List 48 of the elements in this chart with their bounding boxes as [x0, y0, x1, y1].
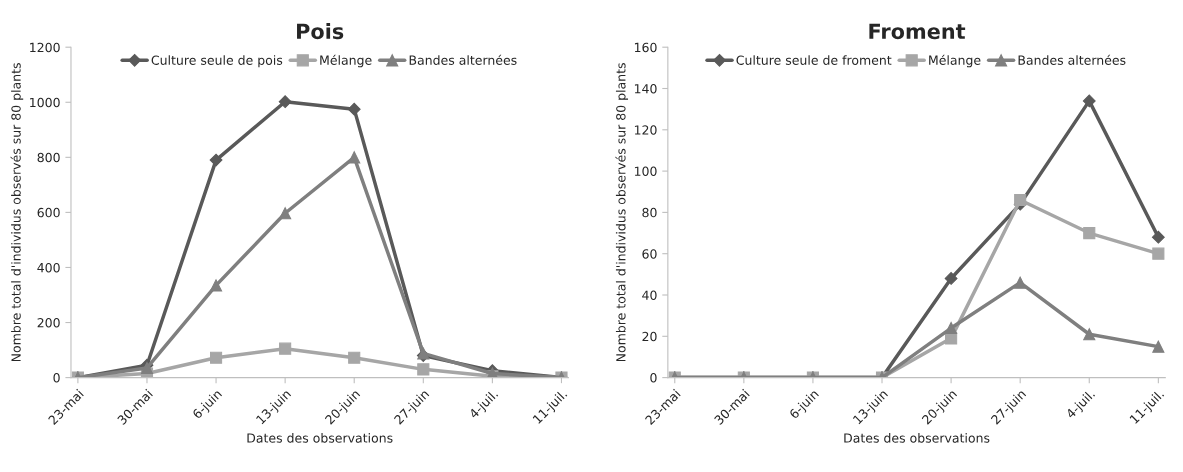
point — [209, 279, 223, 292]
x-axis-title: Dates des observations — [247, 433, 393, 443]
point — [348, 151, 361, 164]
point — [1082, 94, 1096, 108]
point — [1083, 226, 1096, 240]
point — [348, 351, 361, 364]
y-tick-label: 1000 — [30, 97, 60, 108]
point — [279, 342, 292, 355]
point — [944, 272, 958, 285]
y-tick-label: 20 — [642, 331, 657, 342]
legend-label: Culture seule de pois — [151, 55, 283, 68]
y-tick-label: 1200 — [30, 42, 60, 53]
point — [347, 102, 361, 116]
point — [1014, 276, 1027, 289]
y-tick-label: 160 — [634, 42, 657, 53]
y-tick-label: 120 — [634, 125, 657, 135]
y-tick-label: 80 — [642, 207, 657, 218]
y-tick-label: 400 — [37, 262, 60, 273]
point — [945, 321, 958, 335]
y-tick-label: 0 — [53, 373, 60, 383]
point — [1014, 193, 1027, 207]
x-axis-title: Dates des observations — [844, 433, 990, 443]
y-tick-label: 200 — [37, 318, 60, 328]
y-tick-label: 40 — [642, 290, 657, 300]
point — [209, 351, 223, 364]
y-tick-label: 0 — [650, 373, 657, 383]
point — [279, 207, 292, 220]
legend-label: Bandes alternées — [409, 54, 517, 65]
point — [209, 153, 223, 167]
y-axis-title: Nombre total d'individus observés sur 80 plants — [615, 63, 629, 362]
legend-label: Bandes alternées — [1018, 54, 1126, 65]
legend-label: Mélange — [320, 54, 372, 68]
y-tick-label: 800 — [37, 152, 60, 163]
point — [417, 363, 430, 376]
y-tick-label: 140 — [634, 83, 657, 94]
legend-label: Mélange — [929, 54, 981, 68]
chart-title: Froment — [869, 23, 966, 40]
y-tick-label: 60 — [642, 249, 657, 259]
point — [1152, 340, 1165, 353]
point — [1151, 230, 1165, 244]
y-axis-title: Nombre total d'individus observés sur 80 plants — [10, 63, 24, 362]
point — [278, 95, 292, 109]
y-tick-label: 600 — [37, 207, 60, 218]
legend-label: Culture seule de froment — [736, 55, 892, 65]
point — [1083, 328, 1096, 341]
chart-title: Pois — [297, 23, 344, 40]
y-tick-label: 100 — [634, 166, 657, 177]
point — [1152, 247, 1165, 260]
